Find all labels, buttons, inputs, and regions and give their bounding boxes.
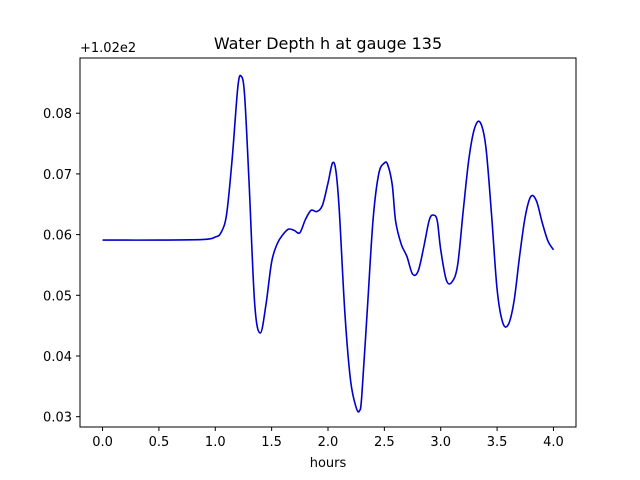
x-axis-ticks: 0.0 0.5 1.0 1.5 2.0 2.5 3.0 3.5 4.0 (92, 427, 564, 450)
y-tick-label: 0.07 (43, 168, 72, 183)
x-tick-label: 1.5 (261, 435, 282, 450)
x-tick-label: 4.0 (543, 435, 564, 450)
x-tick-label: 0.0 (92, 435, 113, 450)
x-axis-label: hours (310, 456, 347, 471)
y-tick-label: 0.06 (43, 229, 72, 244)
x-tick-label: 2.0 (318, 435, 339, 450)
x-tick-label: 0.5 (149, 435, 170, 450)
y-tick-label: 0.03 (43, 411, 72, 426)
x-tick-label: 1.0 (205, 435, 226, 450)
x-tick-label: 3.0 (430, 435, 451, 450)
y-axis-ticks: 0.03 0.04 0.05 0.06 0.07 0.08 (43, 107, 80, 426)
x-tick-label: 3.5 (487, 435, 508, 450)
chart-title: Water Depth h at gauge 135 (214, 34, 442, 53)
series-line (102, 74, 555, 413)
y-tick-label: 0.04 (43, 350, 72, 365)
y-tick-label: 0.08 (43, 107, 72, 122)
y-axis-offset-label: +1.02e2 (80, 41, 136, 56)
x-tick-label: 2.5 (374, 435, 395, 450)
y-tick-label: 0.05 (43, 289, 72, 304)
